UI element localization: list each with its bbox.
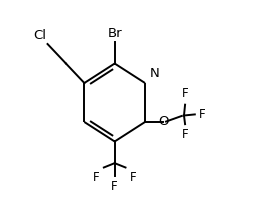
Text: N: N bbox=[150, 67, 159, 80]
Text: F: F bbox=[111, 181, 118, 194]
Text: F: F bbox=[182, 128, 188, 141]
Text: F: F bbox=[182, 87, 188, 100]
Text: F: F bbox=[130, 171, 136, 184]
Text: Cl: Cl bbox=[33, 29, 46, 42]
Text: O: O bbox=[158, 116, 169, 128]
Text: F: F bbox=[93, 171, 100, 184]
Text: Br: Br bbox=[107, 27, 122, 40]
Text: F: F bbox=[199, 108, 206, 121]
